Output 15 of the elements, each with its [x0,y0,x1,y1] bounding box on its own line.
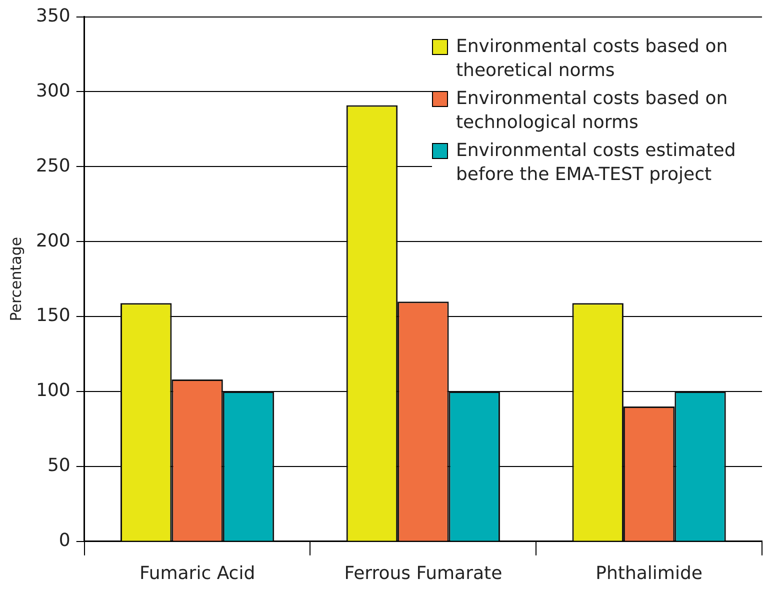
x-tick-label: Fumaric Acid [139,562,256,584]
y-tick-label: 100 [36,380,70,402]
legend-label: Environmental costs based on technological norms [456,86,729,135]
y-tick-label: 250 [36,155,70,176]
y-tick-label: 200 [36,230,70,252]
legend-label: Environmental costs based on theoretical norms [456,34,729,83]
x-tick-label: Ferrous Fumarate [344,562,502,584]
y-tick-label: 350 [36,5,70,26]
legend-label: Environmental costs estimated before the EMA-TEST project [456,138,737,187]
y-axis-title: Percentage [6,236,25,322]
x-tick-label: Phthalimide [596,562,702,584]
y-tick-label: 50 [47,455,70,476]
y-tick-label: 0 [58,530,70,552]
y-tick-label: 150 [36,305,70,326]
y-tick-label: 300 [36,80,70,102]
